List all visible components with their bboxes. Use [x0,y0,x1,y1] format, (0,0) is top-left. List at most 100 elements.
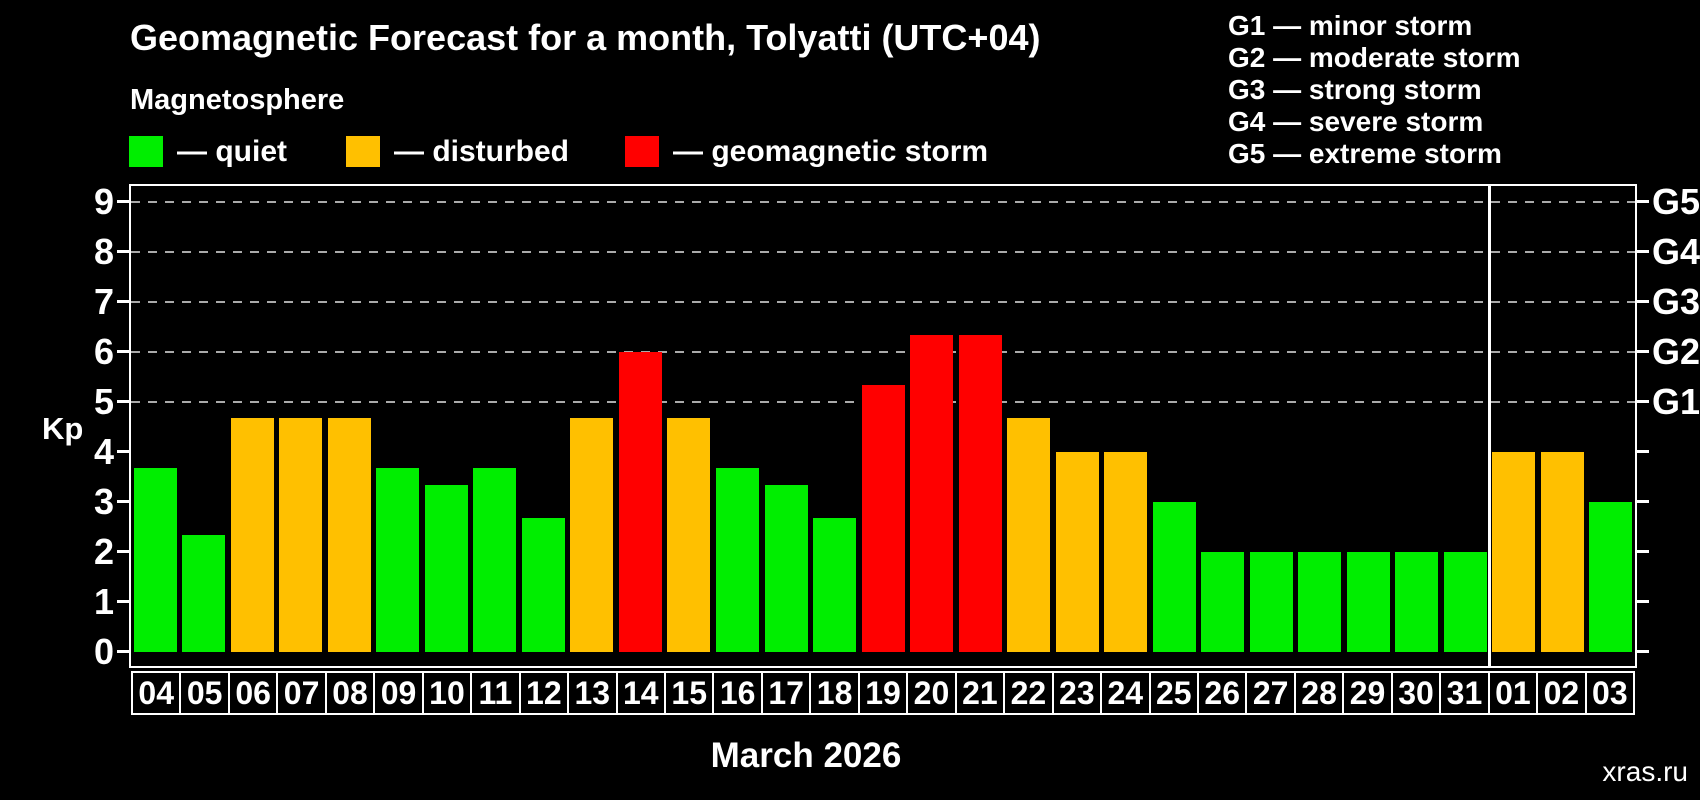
kp-bar-day-17 [764,485,808,652]
day-label-cell: 28 [1293,671,1345,715]
g-level-label-g1: G1 [1652,380,1700,422]
day-label-cell: 29 [1342,671,1393,715]
y-axis-tick-label: 1 [93,580,114,622]
kp-bar-day-05 [182,535,226,652]
day-label-cell: 27 [1245,671,1296,715]
day-label-cell: 10 [421,671,473,715]
g-scale-legend: G1 — minor storm G2 — moderate storm G3 — … [1228,10,1521,170]
y-axis-tick-label: 0 [93,630,114,672]
kp-bar-day-07 [279,418,323,652]
plot-frame [129,184,1637,668]
kp-bar-day-30 [1395,551,1439,652]
page-title: Geomagnetic Forecast for a month, Tolyat… [130,17,1041,58]
y-axis-tick-right [1637,550,1649,554]
legend-item-disturbed: — disturbed [346,134,570,168]
kp-bar-day-01 [1492,451,1536,652]
kp-bar-day-02 [1540,451,1584,652]
g-legend-line: G3 — strong storm [1228,74,1482,105]
x-axis-day-labels: 04 05 06 07 08 09 10 11 12 13 14 15 16 17 18 19 20 21 22 23… [131,671,1636,715]
legend-item-quiet: — quiet [129,134,287,168]
day-label-cell: 23 [1051,671,1103,715]
day-label-cell: 26 [1196,671,1248,715]
kp-bar-day-26 [1201,551,1245,652]
day-label-cell: 02 [1536,671,1587,715]
day-label-cell: 17 [760,671,812,715]
kp-axis-label: Kp [42,411,84,446]
month-label: March 2026 [710,736,902,775]
kp-bar-day-10 [424,485,468,652]
g-level-label-g2: G2 [1652,330,1700,372]
kp-bar-day-14 [618,351,662,652]
gridline-kp6 [131,350,1635,353]
kp-bar-day-04 [133,468,177,652]
plot-area [131,186,1635,666]
y-axis-tick-right [1637,500,1649,504]
day-label-cell: 08 [324,671,376,715]
day-label-cell: 13 [567,671,618,715]
legend-item-label: — quiet [177,134,287,168]
g-legend-line: G1 — minor storm [1228,10,1473,41]
day-label-cell: 14 [615,671,666,715]
gridline-kp7 [131,300,1635,303]
legend-item-label: — disturbed [394,134,570,168]
quiet-swatch-icon [129,136,163,167]
day-label-cell: 21 [954,671,1006,715]
kp-bar-day-16 [715,468,759,652]
g-level-label-g3: G3 [1652,280,1700,322]
y-axis-tick-right [1637,250,1649,254]
y-axis-tick-label: 5 [93,380,114,422]
day-label-cell: 18 [809,671,860,715]
g-legend-line: G2 — moderate storm [1228,42,1521,73]
y-axis-tick-left [117,400,129,404]
y-axis-tick-right [1637,400,1649,404]
y-axis-tick-right [1637,300,1649,304]
y-axis-tick-label: 4 [93,430,114,472]
y-axis-tick-label: 7 [93,280,114,322]
day-label-cell: 03 [1584,671,1636,715]
gridline-kp8 [131,250,1635,253]
y-axis-tick-right [1637,450,1649,454]
kp-bar-day-24 [1104,451,1148,652]
kp-bar-day-20 [910,335,954,652]
day-label-cell: 24 [1100,671,1151,715]
day-label-cell: 04 [131,671,182,715]
kp-bar-day-06 [230,418,274,652]
day-label-cell: 05 [179,671,230,715]
kp-bar-day-29 [1346,551,1390,652]
legend-item-storm: — geomagnetic storm [625,134,989,168]
watermark: xras.ru [1602,756,1688,787]
legend-item-label: — geomagnetic storm [673,134,989,168]
y-axis-tick-right [1637,600,1649,604]
y-axis-tick-left [117,250,129,254]
y-axis-tick-left [117,600,129,604]
y-axis-tick-label: 3 [93,480,114,522]
kp-bar-day-15 [667,418,711,652]
y-axis-tick-label: 8 [93,230,114,272]
kp-bar-day-22 [1007,418,1051,652]
day-label-cell: 19 [857,671,909,715]
day-label-cell: 16 [712,671,763,715]
y-axis-tick-left [117,300,129,304]
day-label-cell: 22 [1003,671,1054,715]
day-label-cell: 01 [1487,671,1539,715]
kp-bar-day-25 [1152,501,1196,652]
kp-bar-day-11 [473,468,517,652]
kp-bar-day-28 [1298,551,1342,652]
kp-bar-day-21 [958,335,1002,652]
day-label-cell: 20 [906,671,957,715]
y-axis-tick-right [1637,650,1649,654]
y-axis-tick-label: 2 [93,530,114,572]
disturbed-swatch-icon [346,136,380,167]
day-label-cell: 07 [276,671,327,715]
y-axis-tick-left [117,500,129,504]
y-axis-tick-left [117,350,129,354]
g-legend-line: G5 — extreme storm [1228,138,1502,169]
kp-bar-day-23 [1055,451,1099,652]
y-axis-tick-right [1637,350,1649,354]
kp-bar-day-18 [813,518,857,652]
y-axis-tick-left [117,200,129,204]
y-axis-tick-left [117,450,129,454]
day-label-cell: 12 [518,671,570,715]
y-axis-tick-right [1637,200,1649,204]
